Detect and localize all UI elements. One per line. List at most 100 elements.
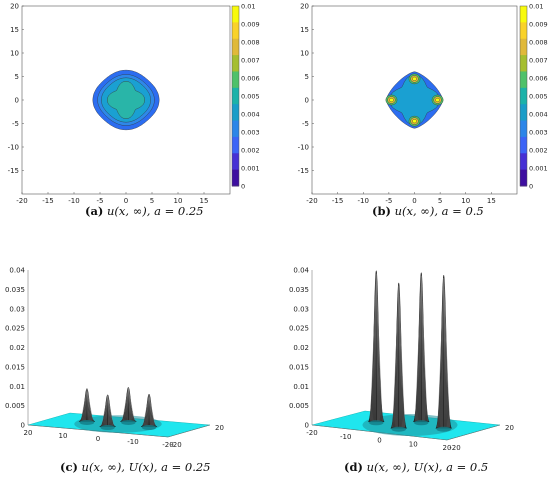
peak-mesh-line xyxy=(438,278,444,428)
colorbar-swatch xyxy=(520,120,527,138)
x-tick-label: -5 xyxy=(97,197,104,205)
colorbar-frame xyxy=(231,5,240,187)
peak-mesh-line xyxy=(397,285,399,428)
peak-mesh-line xyxy=(86,389,92,421)
peak-mesh-line xyxy=(124,388,129,421)
colorbar-swatch xyxy=(520,169,527,187)
peak-mesh-line xyxy=(443,278,446,428)
y-tick-label: 20 xyxy=(10,3,19,11)
peak-mesh-line xyxy=(437,278,444,428)
x-tick-label: 10 xyxy=(174,197,183,205)
peak-mesh-line xyxy=(421,275,424,421)
surface-base xyxy=(74,415,162,433)
peak-body xyxy=(390,282,407,429)
colorbar-swatch xyxy=(232,71,239,89)
peak-mesh-line xyxy=(86,389,90,421)
surface-peak-3 xyxy=(140,393,158,431)
y-tick-label: 0 xyxy=(15,97,19,105)
peak-mesh-line xyxy=(101,395,108,426)
colorbar-tick-label: 0.004 xyxy=(241,110,260,118)
peak-mesh-line xyxy=(82,389,88,421)
peak-mesh-line xyxy=(128,388,131,421)
caption-d-label: (d) xyxy=(344,460,363,474)
peak-mesh-line xyxy=(398,285,404,428)
z-tick-label: 0.025 xyxy=(289,325,309,333)
z-tick-label: 0.04 xyxy=(9,267,25,275)
colorbar-tick-label: 0.01 xyxy=(241,2,255,10)
peak-mesh-line xyxy=(421,275,428,421)
peak-mesh-line xyxy=(148,394,151,426)
colorbar-swatch xyxy=(520,55,527,72)
peak-mesh-line xyxy=(148,394,152,426)
x-tick-label: 5 xyxy=(150,197,154,205)
peak-mesh-line xyxy=(421,275,423,421)
peak-mesh-line xyxy=(128,388,130,421)
surface-peak-1 xyxy=(99,394,116,431)
colorbar-tick-label: 0.002 xyxy=(241,146,260,154)
peak-mesh-line xyxy=(373,273,377,421)
x-tick-label: -15 xyxy=(42,197,53,205)
z-tick-label: 0.005 xyxy=(5,402,25,410)
colorbar-swatch xyxy=(232,169,239,187)
peak-mesh-line xyxy=(128,388,134,421)
z-tick-label: 0.01 xyxy=(293,383,309,391)
caption-a-label: (a) xyxy=(85,204,104,218)
x-tick-label: 15 xyxy=(200,197,209,205)
y-tick-label: 5 xyxy=(15,73,19,81)
y-tick-label: 10 xyxy=(10,50,19,58)
surface-base xyxy=(362,414,458,436)
y-tick-label: -5 xyxy=(302,120,309,128)
peak-mesh-line xyxy=(123,388,129,421)
floor-tick-label: 10 xyxy=(409,440,418,448)
peak-mesh-line xyxy=(443,278,447,428)
surface-peak-1 xyxy=(390,282,407,432)
x-tick-label: -15 xyxy=(332,197,343,205)
peak-foot xyxy=(121,419,136,425)
peak-mesh-line xyxy=(376,273,380,421)
colorbar-tick-label: 0.005 xyxy=(241,92,260,100)
colorbar-frame xyxy=(519,5,528,187)
colorbar-tick-label: 0.009 xyxy=(241,20,260,28)
colorbar-swatch xyxy=(232,104,239,122)
floor-axis-right xyxy=(167,424,211,438)
z-tick-label: 0.005 xyxy=(289,402,309,410)
peak-mesh-line xyxy=(396,285,399,428)
peak-mesh-line xyxy=(127,388,129,421)
colorbar-tick-label: 0.002 xyxy=(529,146,548,154)
colorbar-swatch xyxy=(232,136,239,154)
peak-mesh-line xyxy=(376,273,383,421)
colorbar-tick-label: 0.009 xyxy=(529,20,548,28)
peak-mesh-line xyxy=(144,394,150,426)
floor-tick-label: 0 xyxy=(377,437,381,445)
colorbar-tick-label: 0.003 xyxy=(529,128,548,136)
y-tick-label: -10 xyxy=(298,144,309,152)
peak-mesh-line xyxy=(442,278,444,428)
x-tick-label: 10 xyxy=(461,197,470,205)
caption-a: (a) u(x, ∞), a = 0.25 xyxy=(85,204,203,218)
peak-mesh-line xyxy=(122,387,129,421)
peak-mesh-line xyxy=(443,278,448,428)
floor-tick-label: 20 xyxy=(24,429,33,437)
peak-mesh-line xyxy=(85,389,88,421)
peak-mesh-line xyxy=(102,395,108,426)
peak-mesh-line xyxy=(128,388,133,421)
floor-tick-label: -20 xyxy=(170,441,181,449)
y-tick-label: 15 xyxy=(10,26,19,34)
peak-foot xyxy=(414,420,429,426)
peak-mesh-line xyxy=(128,387,135,421)
colorbar-swatch xyxy=(520,6,527,23)
caption-d: (d) u(x, ∞), U(x), a = 0.5 xyxy=(344,460,488,474)
peak-mesh-line xyxy=(107,395,109,426)
z-tick-label: 0.04 xyxy=(293,267,309,275)
floor-axis-right xyxy=(446,424,501,441)
y-tick-label: 0 xyxy=(305,97,309,105)
peak-mesh-line xyxy=(103,395,108,426)
contour-plot-b xyxy=(311,5,528,195)
caption-c-math: u(x, ∞), U(x), a = 0.25 xyxy=(81,460,211,474)
colorbar-swatch xyxy=(520,153,527,171)
y-tick-label: -15 xyxy=(298,167,309,175)
peak-mesh-line xyxy=(416,275,422,421)
peak-mesh-line xyxy=(148,394,154,426)
colorbar-tick-label: 0.008 xyxy=(529,38,548,46)
peak-mesh-line xyxy=(148,394,156,426)
